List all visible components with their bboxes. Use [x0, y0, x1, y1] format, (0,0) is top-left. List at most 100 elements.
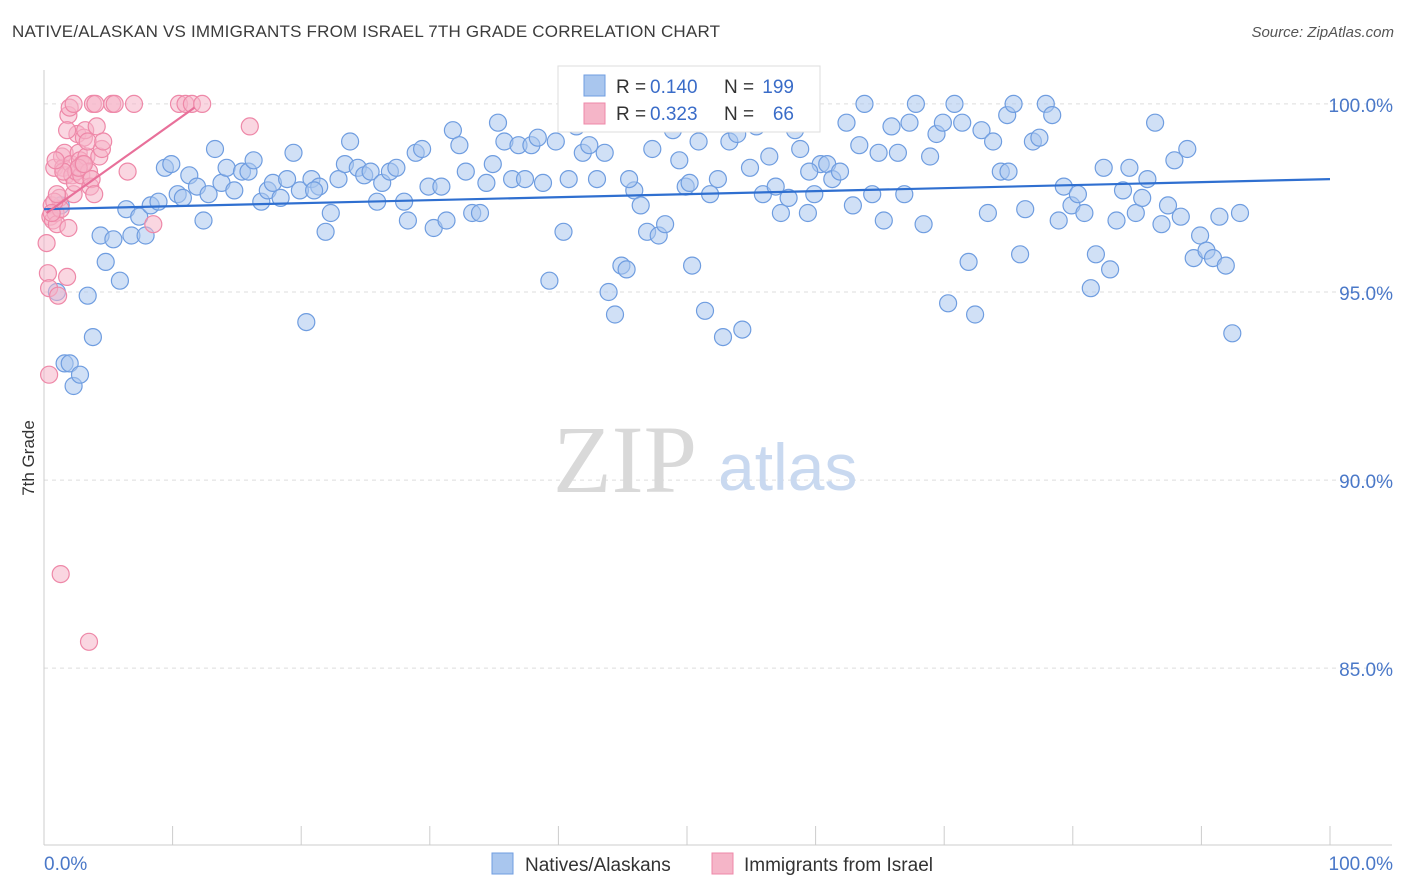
israel-point: [193, 94, 212, 114]
natives-r-value: 0.140: [650, 77, 698, 98]
natives-point: [1190, 226, 1210, 245]
natives-point: [217, 158, 236, 177]
natives-point: [733, 320, 752, 339]
natives-point: [972, 121, 991, 140]
natives-point: [680, 173, 699, 192]
natives-point: [779, 188, 798, 207]
natives-point: [800, 162, 819, 181]
natives-point: [1223, 324, 1242, 343]
natives-point: [244, 151, 263, 170]
natives-point: [450, 136, 469, 155]
legend-israel-label[interactable]: Immigrants from Israel: [744, 855, 933, 876]
natives-point: [695, 301, 715, 320]
y-tick-label: 95.0%: [1339, 284, 1393, 305]
israel-point: [64, 94, 83, 114]
israel-point: [48, 286, 68, 305]
natives-point: [771, 203, 791, 223]
natives-point: [321, 203, 340, 223]
natives-point: [1165, 151, 1184, 170]
natives-point: [599, 282, 618, 302]
natives-point: [869, 143, 888, 162]
watermark-zip: ZIP: [553, 406, 697, 513]
natives-point: [1230, 203, 1250, 223]
natives-point: [278, 170, 297, 189]
y-axis-title: 7th Grade: [19, 420, 38, 496]
chart-title: NATIVE/ALASKAN VS IMMIGRANTS FROM ISRAEL…: [12, 22, 721, 41]
natives-point: [713, 328, 733, 347]
natives-point: [863, 185, 882, 204]
natives-point: [83, 328, 103, 347]
natives-point: [533, 173, 553, 192]
natives-point: [708, 170, 728, 189]
natives-point: [999, 162, 1018, 181]
natives-point: [682, 256, 702, 275]
natives-point: [1068, 185, 1088, 204]
natives-point: [1120, 158, 1139, 177]
natives-point: [329, 170, 348, 189]
natives-point: [1100, 260, 1120, 279]
natives-point: [284, 143, 303, 162]
natives-point: [361, 162, 380, 181]
natives-point: [398, 211, 417, 230]
natives-point: [305, 181, 324, 200]
israel-point: [86, 94, 105, 114]
axes: [43, 70, 1392, 846]
source-label: Source: ZipAtlas.com: [1251, 24, 1394, 41]
natives-point: [888, 143, 908, 162]
natives-point: [938, 294, 958, 313]
natives-point: [559, 170, 578, 189]
natives-point: [617, 260, 636, 279]
y-tick-label: 85.0%: [1339, 660, 1393, 681]
natives-point: [387, 158, 406, 177]
natives-point: [60, 354, 79, 373]
natives-point: [1210, 207, 1229, 226]
natives-point: [1016, 200, 1035, 219]
legend-israel-swatch[interactable]: [711, 852, 734, 875]
natives-point: [587, 170, 607, 189]
natives-point: [1178, 139, 1197, 159]
natives-point: [983, 132, 1003, 151]
natives-point: [194, 211, 213, 230]
y-tick-label: 100.0%: [1329, 96, 1394, 117]
israel-point: [87, 117, 106, 136]
natives-point: [766, 177, 785, 196]
natives-point: [580, 136, 599, 155]
natives-point: [882, 117, 901, 136]
natives-point: [1049, 211, 1068, 230]
natives-point: [1113, 181, 1133, 200]
natives-point: [540, 271, 559, 290]
natives-point: [528, 128, 547, 147]
natives-point: [978, 203, 998, 223]
natives-point: [914, 215, 933, 234]
natives-point: [104, 230, 123, 249]
natives-point: [162, 155, 181, 174]
natives-point: [670, 151, 689, 170]
israel-point: [74, 155, 94, 174]
israel-point: [57, 121, 77, 140]
natives-point: [805, 185, 824, 204]
y-tick-labels: 100.0% 95.0% 90.0% 85.0%: [1329, 96, 1394, 681]
natives-point: [297, 313, 316, 332]
natives-point: [837, 113, 856, 132]
natives-point: [225, 181, 244, 200]
natives-point: [655, 215, 675, 234]
natives-point: [1081, 279, 1100, 298]
natives-point: [631, 196, 650, 215]
natives-point: [965, 305, 985, 324]
natives-point: [791, 139, 810, 159]
natives-point: [1158, 196, 1178, 215]
israel-point: [39, 365, 59, 384]
legend-natives-swatch[interactable]: [491, 852, 514, 875]
natives-point: [437, 211, 456, 230]
natives-n-label: N =: [724, 77, 754, 98]
natives-point: [341, 132, 360, 151]
legend-natives-label[interactable]: Natives/Alaskans: [525, 855, 671, 876]
natives-point: [515, 170, 535, 189]
natives-point: [1107, 211, 1126, 230]
israel-point: [46, 151, 65, 170]
natives-point: [1145, 113, 1165, 132]
natives-point: [959, 252, 978, 271]
natives-stats-swatch: [583, 74, 606, 97]
y-tick-label: 90.0%: [1339, 472, 1393, 493]
natives-trend-line: [43, 178, 1331, 211]
